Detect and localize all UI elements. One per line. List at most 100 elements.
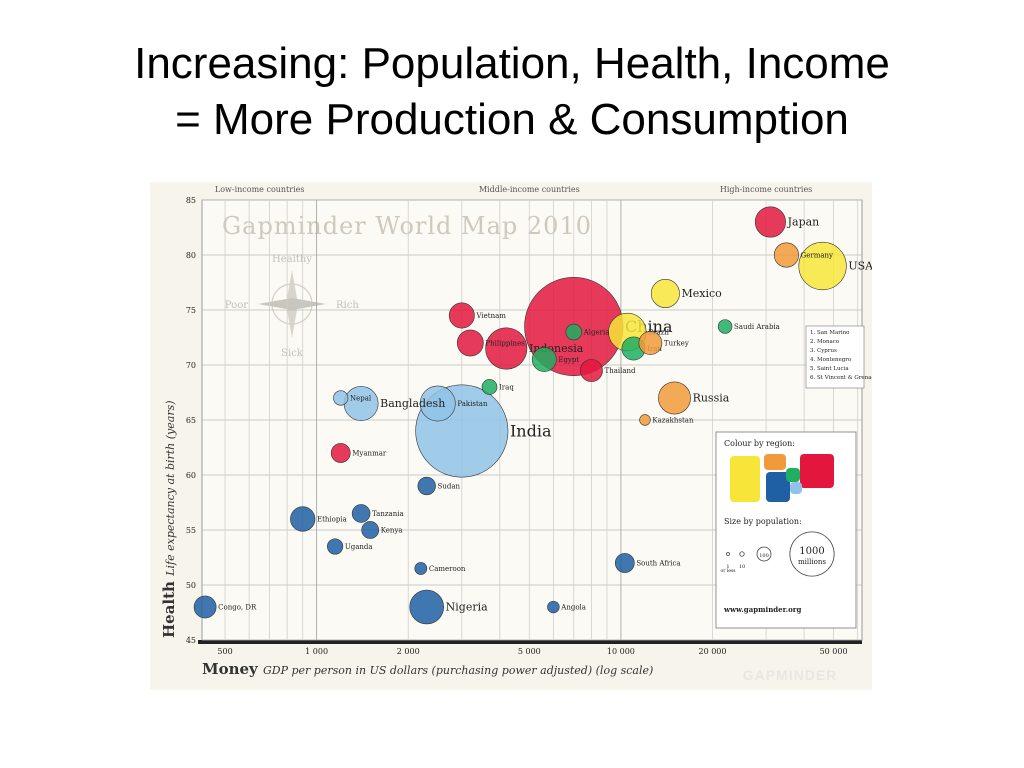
y-tick-65: 65 (186, 416, 196, 425)
label-nigeria: Nigeria (446, 601, 488, 614)
label-myanmar: Myanmar (352, 449, 387, 457)
point-mexico (650, 279, 680, 308)
label-kenya: Kenya (381, 526, 403, 534)
size-legend-label: 100 (759, 553, 769, 559)
x-tick-20000: 20 000 (698, 647, 726, 656)
size-legend-title: Size by population: (724, 517, 802, 526)
x-tick-2000: 2 000 (397, 647, 420, 656)
size-legend-sublabel-small: or less (720, 568, 736, 574)
website-label: www.gapminder.org (723, 605, 801, 614)
label-bangladesh: Bangladesh (380, 397, 445, 410)
point-russia (658, 381, 691, 415)
label-sudan: Sudan (438, 482, 461, 490)
point-japan (754, 206, 786, 238)
size-legend-label: 10 (739, 564, 745, 570)
small-country-cyprus: 3. Cyprus (810, 348, 837, 354)
x-tick-500: 500 (217, 647, 232, 656)
small-country-st-vincent-grenadines: 6. St Vincent & Grenadines (810, 375, 872, 381)
label-russia: Russia (693, 392, 730, 405)
chart-title: Gapminder World Map 2010 (222, 212, 592, 240)
point-egypt (531, 347, 557, 372)
point-ethiopia (290, 506, 316, 532)
legend-region-europe (764, 454, 786, 470)
size-legend-sublabel-big: millions (798, 558, 826, 566)
x-tick-5000: 5 000 (518, 647, 541, 656)
small-country-monaco: 2. Monaco (810, 339, 840, 345)
point-tanzania (351, 504, 371, 523)
point-indonesia (485, 327, 528, 370)
point-algeria (565, 323, 583, 341)
legend-region-asia (800, 454, 834, 488)
size-legend-circle (789, 531, 835, 577)
slide-title: Increasing: Population, Health, Income =… (0, 36, 1024, 148)
point-kenya (361, 521, 380, 539)
small-country-montenegro: 4. Montenegro (810, 357, 852, 363)
label-nepal: Nepal (350, 394, 372, 402)
y-tick-50: 50 (186, 581, 196, 590)
point-bangladesh (343, 386, 379, 421)
label-iraq: Iraq (499, 383, 514, 391)
small-country-saint-lucia: 5. Saint Lucia (810, 366, 849, 372)
label-usa: USA (848, 260, 872, 273)
label-tanzania: Tanzania (372, 510, 404, 518)
x-tick-50000: 50 000 (820, 647, 848, 656)
size-legend-label: 1000 (799, 546, 824, 557)
point-kazakhstan (639, 414, 651, 426)
label-turkey: Turkey (664, 339, 689, 347)
point-turkey (638, 331, 663, 355)
point-angola (547, 600, 560, 614)
y-tick-70: 70 (186, 361, 196, 370)
size-legend-circle (756, 546, 772, 562)
gapminder-chart-svg: Gapminder World Map 2010 Healthy Sick Poor… (160, 185, 872, 683)
slide-title-line-1: Increasing: Population, Health, Income (134, 39, 890, 88)
label-kazakhstan: Kazakhstan (652, 416, 694, 424)
label-japan: Japan (787, 216, 820, 229)
label-angola: Angola (560, 603, 586, 611)
label-congo-dr: Congo, DR (218, 603, 257, 611)
x-tick-10000: 10 000 (607, 647, 635, 656)
compass-label-top: Healthy (272, 254, 312, 265)
label-vietnam: Vietnam (475, 312, 506, 320)
legend-region-middle-east (786, 468, 800, 482)
label-south-africa: South Africa (636, 559, 680, 567)
label-ethiopia: Ethiopia (317, 515, 347, 523)
label-pakistan: Pakistan (457, 400, 488, 408)
label-saudi-arabia: Saudi Arabia (734, 323, 780, 331)
color-legend-title: Colour by region: (724, 439, 795, 448)
label-egypt: Egypt (558, 356, 579, 364)
point-saudi-arabia (717, 319, 733, 334)
income-band-middle-income-countries: Middle-income countries (479, 185, 580, 194)
point-south-africa (614, 553, 635, 573)
point-nepal (333, 390, 349, 406)
point-iraq (481, 379, 498, 395)
size-legend-circle (726, 552, 730, 556)
compass-needle-horizontal (258, 298, 326, 310)
label-thailand: Thailand (605, 367, 637, 375)
compass-label-left: Poor (225, 300, 248, 311)
point-myanmar (330, 443, 351, 463)
compass-label-bottom: Sick (281, 348, 304, 359)
y-tick-45: 45 (186, 636, 196, 645)
label-philippines: Philippines (485, 339, 525, 347)
point-cameroon (414, 562, 428, 575)
small-countries-legend (805, 325, 865, 389)
label-india: India (510, 421, 552, 440)
y-axis-label: Health Life expectancy at birth (years) (160, 400, 178, 638)
size-legend-circle (739, 551, 745, 557)
point-thailand (579, 359, 603, 382)
point-congo-dr (193, 595, 217, 619)
income-band-low-income-countries: Low-income countries (215, 185, 305, 194)
label-cameroon: Cameroon (429, 565, 466, 573)
y-tick-85: 85 (186, 196, 196, 205)
small-country-san-marino: 1. San Marino (810, 330, 850, 336)
income-band-high-income-countries: High-income countries (720, 185, 812, 194)
label-brazil: Brazil (648, 328, 670, 336)
y-tick-75: 75 (186, 306, 196, 315)
x-axis-label: Money GDP per person in US dollars (purc… (202, 660, 653, 678)
point-uganda (327, 538, 344, 555)
size-legend-label: 1 (726, 564, 729, 570)
slide-title-line-2: = More Production & Consumption (175, 95, 849, 144)
x-axis-line (198, 640, 862, 644)
label-mexico: Mexico (682, 287, 723, 300)
label-germany: Germany (801, 251, 833, 259)
